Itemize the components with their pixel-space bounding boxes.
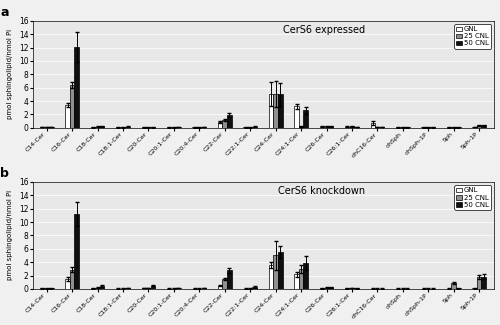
Y-axis label: pmol sphingolipid/nmol Pi: pmol sphingolipid/nmol Pi (8, 29, 14, 119)
Bar (44, 288, 49, 289)
Bar (354, 127, 359, 128)
Bar (320, 288, 324, 289)
Bar (90, 127, 96, 128)
Bar (150, 127, 156, 128)
Bar (142, 288, 146, 289)
Bar (244, 127, 248, 128)
Bar (40, 288, 44, 289)
Legend: GNL, 25 CNL, 50 CNL: GNL, 25 CNL, 50 CNL (454, 186, 491, 210)
Bar (396, 127, 400, 128)
Bar (70, 85, 74, 128)
Bar (324, 126, 329, 128)
Bar (350, 126, 354, 128)
Text: a: a (0, 6, 9, 19)
Bar (269, 265, 274, 289)
Bar (324, 288, 329, 289)
Bar (202, 288, 206, 289)
Bar (304, 263, 308, 289)
Bar (472, 127, 477, 128)
Bar (370, 124, 375, 128)
Bar (350, 288, 354, 289)
Bar (299, 269, 304, 289)
Bar (116, 127, 120, 128)
Bar (146, 127, 150, 128)
Bar (70, 269, 74, 289)
Bar (354, 288, 359, 289)
Bar (375, 127, 380, 128)
Bar (380, 127, 384, 128)
Bar (452, 283, 456, 289)
Bar (120, 127, 126, 128)
Bar (274, 94, 278, 128)
Bar (252, 287, 257, 289)
Bar (176, 288, 181, 289)
Legend: GNL, 25 CNL, 50 CNL: GNL, 25 CNL, 50 CNL (454, 24, 491, 48)
Bar (477, 277, 482, 289)
Bar (100, 126, 104, 128)
Text: CerS6 knockdown: CerS6 knockdown (278, 186, 365, 196)
Bar (422, 127, 426, 128)
Bar (269, 94, 274, 128)
Bar (320, 127, 324, 128)
Bar (150, 286, 156, 289)
Bar (197, 127, 202, 128)
Y-axis label: pmol sphingolipid/nmol Pi: pmol sphingolipid/nmol Pi (8, 190, 14, 280)
Bar (278, 252, 282, 289)
Bar (329, 126, 334, 128)
Bar (426, 127, 430, 128)
Bar (90, 288, 96, 289)
Bar (222, 279, 227, 289)
Bar (294, 106, 299, 128)
Bar (345, 127, 350, 128)
Bar (294, 274, 299, 289)
Bar (96, 127, 100, 128)
Bar (456, 288, 460, 289)
Bar (49, 127, 54, 128)
Bar (126, 288, 130, 289)
Bar (100, 286, 104, 289)
Bar (167, 127, 172, 128)
Bar (345, 288, 350, 289)
Bar (65, 279, 70, 289)
Bar (49, 288, 54, 289)
Bar (74, 214, 79, 289)
Bar (142, 127, 146, 128)
Text: CerS6 expressed: CerS6 expressed (283, 25, 365, 35)
Bar (447, 127, 452, 128)
Bar (274, 255, 278, 289)
Bar (472, 288, 477, 289)
Bar (456, 127, 460, 128)
Text: b: b (0, 167, 9, 180)
Bar (218, 122, 222, 128)
Bar (44, 127, 49, 128)
Bar (329, 287, 334, 289)
Bar (227, 270, 232, 289)
Bar (96, 288, 100, 289)
Bar (252, 127, 257, 128)
Bar (430, 127, 435, 128)
Bar (126, 127, 130, 128)
Bar (482, 277, 486, 289)
Bar (218, 286, 222, 289)
Bar (299, 126, 304, 128)
Bar (222, 121, 227, 128)
Bar (192, 127, 197, 128)
Bar (304, 111, 308, 128)
Bar (40, 127, 44, 128)
Bar (176, 127, 181, 128)
Bar (74, 47, 79, 128)
Bar (405, 127, 409, 128)
Bar (146, 288, 150, 289)
Bar (202, 127, 206, 128)
Bar (278, 94, 282, 128)
Bar (400, 127, 405, 128)
Bar (248, 127, 252, 128)
Bar (172, 127, 176, 128)
Bar (227, 115, 232, 128)
Bar (65, 105, 70, 128)
Bar (452, 127, 456, 128)
Bar (482, 125, 486, 128)
Bar (477, 125, 482, 128)
